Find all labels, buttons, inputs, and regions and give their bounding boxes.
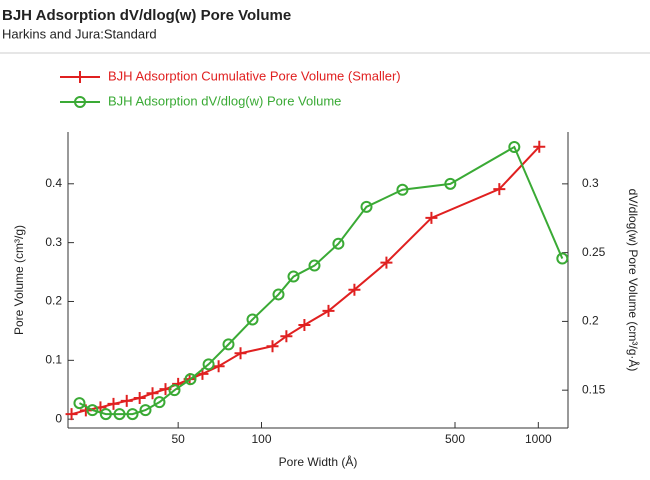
marker bbox=[73, 397, 86, 410]
y-tick-label: 0 bbox=[55, 411, 62, 425]
x-axis-label: Pore Width (Å) bbox=[279, 454, 358, 469]
marker bbox=[212, 360, 225, 373]
marker bbox=[222, 338, 235, 351]
y-tick-label: 0.2 bbox=[45, 294, 62, 308]
y-axis-label: Pore Volume (cm³/g) bbox=[12, 225, 26, 335]
chart-subtitle: Harkins and Jura:Standard bbox=[2, 26, 157, 41]
marker bbox=[99, 408, 112, 421]
x-tick-label: 1000 bbox=[525, 432, 552, 446]
y2-axis-label: dV/dlog(w) Pore Volume (cm³/g·Å) bbox=[626, 189, 641, 372]
marker bbox=[425, 211, 438, 224]
marker bbox=[202, 358, 215, 371]
x-tick-label: 50 bbox=[171, 432, 185, 446]
marker bbox=[133, 391, 146, 404]
marker bbox=[556, 252, 569, 265]
series-line bbox=[78, 145, 564, 416]
marker bbox=[246, 313, 259, 326]
marker bbox=[380, 256, 393, 269]
marker bbox=[396, 183, 409, 196]
marker bbox=[120, 394, 133, 407]
marker bbox=[493, 183, 506, 196]
legend-label: BJH Adsorption dV/dlog(w) Pore Volume bbox=[108, 93, 341, 108]
y-tick-label: 0.3 bbox=[45, 235, 62, 249]
marker bbox=[107, 397, 120, 410]
marker bbox=[139, 404, 152, 417]
marker bbox=[287, 270, 300, 283]
marker bbox=[126, 408, 139, 421]
legend-marker bbox=[74, 71, 86, 83]
chart-title: BJH Adsorption dV/dlog(w) Pore Volume bbox=[2, 7, 291, 24]
y-tick-label: 0.4 bbox=[45, 176, 62, 190]
marker bbox=[184, 373, 197, 386]
x-tick-label: 100 bbox=[251, 432, 271, 446]
marker bbox=[272, 288, 285, 301]
marker bbox=[533, 140, 546, 153]
marker bbox=[298, 319, 311, 332]
legend-marker bbox=[74, 96, 86, 108]
y2-tick-label: 0.2 bbox=[582, 314, 599, 328]
marker bbox=[86, 404, 99, 417]
marker bbox=[444, 177, 457, 190]
marker bbox=[153, 396, 166, 409]
marker bbox=[280, 330, 293, 343]
marker bbox=[234, 347, 247, 360]
marker bbox=[508, 140, 521, 153]
legend-label: BJH Adsorption Cumulative Pore Volume (S… bbox=[108, 68, 401, 83]
y2-tick-label: 0.15 bbox=[582, 382, 606, 396]
marker bbox=[146, 387, 159, 400]
x-tick-label: 500 bbox=[445, 432, 465, 446]
marker bbox=[332, 237, 345, 250]
series-line bbox=[71, 146, 541, 416]
marker bbox=[168, 384, 181, 397]
marker bbox=[266, 340, 279, 353]
marker bbox=[113, 408, 126, 421]
y-tick-label: 0.1 bbox=[45, 352, 62, 366]
marker bbox=[360, 200, 373, 213]
marker bbox=[65, 408, 78, 421]
marker bbox=[308, 259, 321, 272]
y2-tick-label: 0.3 bbox=[582, 176, 599, 190]
marker bbox=[322, 304, 335, 317]
y2-tick-label: 0.25 bbox=[582, 245, 606, 259]
marker bbox=[348, 283, 361, 296]
